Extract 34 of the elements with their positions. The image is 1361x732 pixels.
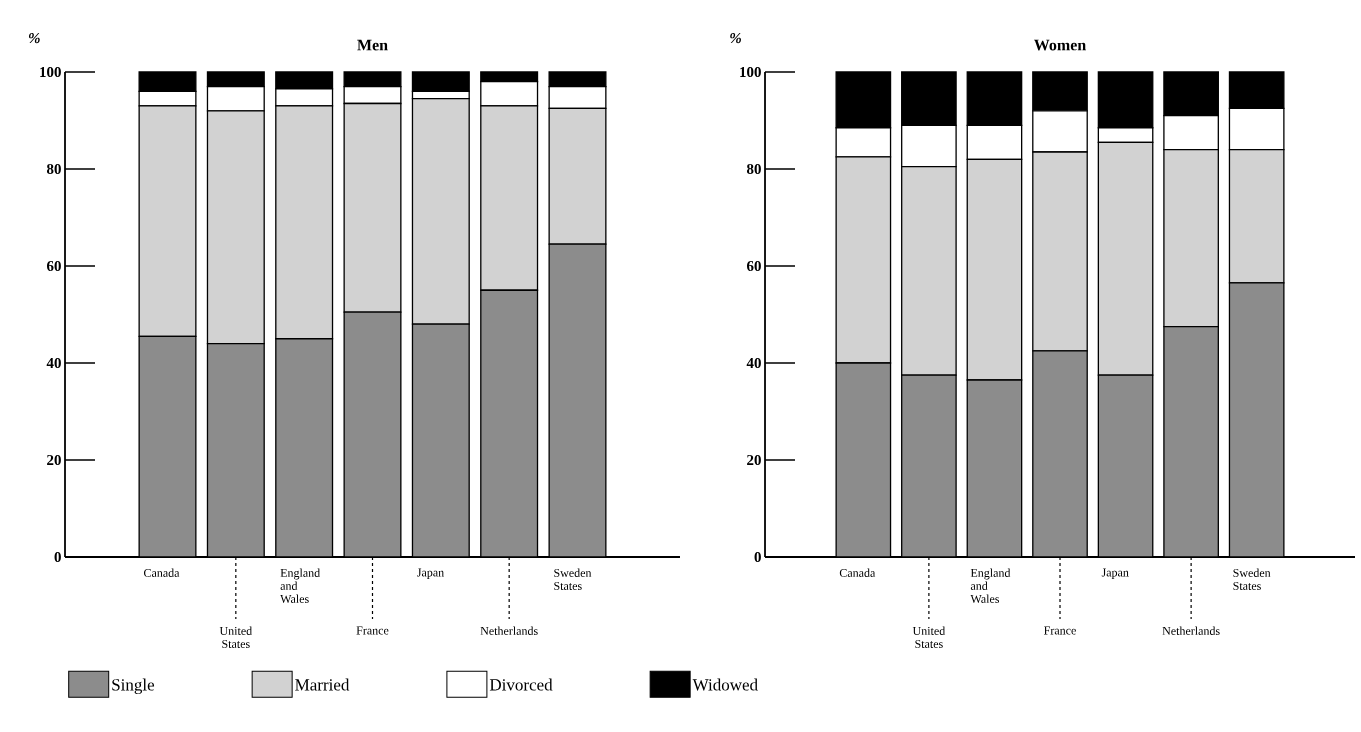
x-tick-label: England and Wales — [280, 568, 321, 604]
x-tick-label: United States — [912, 626, 946, 648]
x-tick-label: Sweden States — [554, 568, 592, 590]
y-tick-label: 100 — [740, 66, 761, 78]
legend-label: Widowed — [692, 678, 758, 691]
x-tick-label: Sweden States — [1233, 568, 1271, 590]
x-tick-label: United States — [219, 626, 253, 648]
x-tick-label: France — [356, 626, 389, 635]
y-tick-label: 40 — [746, 357, 761, 369]
y-tick-label: 0 — [54, 551, 61, 563]
x-tick-label: Netherlands — [1162, 626, 1220, 635]
legend-label: Divorced — [489, 678, 553, 691]
y-tick-label: 40 — [46, 357, 61, 369]
y-axis-title: % — [730, 32, 741, 44]
x-tick-label: France — [1044, 626, 1076, 635]
y-tick-label: 80 — [746, 163, 761, 175]
y-tick-label: 60 — [46, 260, 61, 272]
x-tick-label: Japan — [1101, 568, 1129, 579]
x-tick-label: England and Wales — [970, 568, 1011, 604]
y-axis-title: % — [28, 32, 40, 44]
chart-title: Women — [1034, 39, 1086, 51]
y-tick-label: 100 — [40, 66, 61, 78]
legend-label: Married — [295, 678, 350, 691]
x-tick-label: Canada — [839, 568, 876, 577]
x-tick-label: Netherlands — [480, 626, 538, 635]
y-tick-label: 20 — [747, 454, 761, 466]
y-tick-label: 60 — [746, 260, 761, 272]
y-tick-label: 0 — [754, 551, 761, 563]
y-tick-label: 20 — [47, 454, 61, 466]
y-tick-label: 80 — [46, 163, 61, 175]
legend-label: Single — [112, 678, 155, 695]
chart-title: Men — [357, 39, 388, 51]
x-tick-label: Canada — [143, 568, 180, 577]
x-tick-label: Japan — [417, 568, 444, 579]
